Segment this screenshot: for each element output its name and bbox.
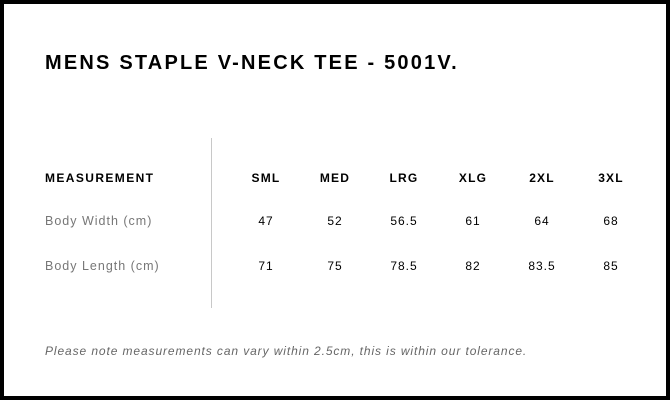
- tolerance-note: Please note measurements can vary within…: [45, 344, 528, 358]
- cell-value: 82: [465, 259, 481, 273]
- cell-value: 61: [465, 214, 481, 228]
- cell-value: 47: [258, 214, 274, 228]
- header-size: XLG: [458, 171, 488, 185]
- row-label: Body Length (cm): [45, 259, 160, 273]
- cell-value: 83.5: [528, 259, 556, 273]
- cell-value: 78.5: [390, 259, 418, 273]
- column-divider: [211, 138, 212, 308]
- header-measurement: MEASUREMENT: [45, 171, 155, 185]
- cell-value: 68: [603, 214, 619, 228]
- header-size: LRG: [389, 171, 419, 185]
- header-size: SML: [251, 171, 281, 185]
- header-size: MED: [319, 171, 351, 185]
- table-header-row: MEASUREMENT SML MED LRG XLG 2XL 3XL: [45, 171, 665, 191]
- header-size: 2XL: [529, 171, 555, 185]
- cell-value: 85: [603, 259, 619, 273]
- header-size: 3XL: [598, 171, 624, 185]
- cell-value: 71: [258, 259, 274, 273]
- cell-value: 56.5: [390, 214, 418, 228]
- table-row: Body Width (cm) 47 52 56.5 61 64 68: [45, 214, 665, 234]
- cell-value: 75: [327, 259, 343, 273]
- cell-value: 52: [327, 214, 343, 228]
- table-row: Body Length (cm) 71 75 78.5 82 83.5 85: [45, 259, 665, 279]
- cell-value: 64: [534, 214, 550, 228]
- row-label: Body Width (cm): [45, 214, 153, 228]
- page-title: MENS STAPLE V-NECK TEE - 5001V.: [45, 52, 459, 74]
